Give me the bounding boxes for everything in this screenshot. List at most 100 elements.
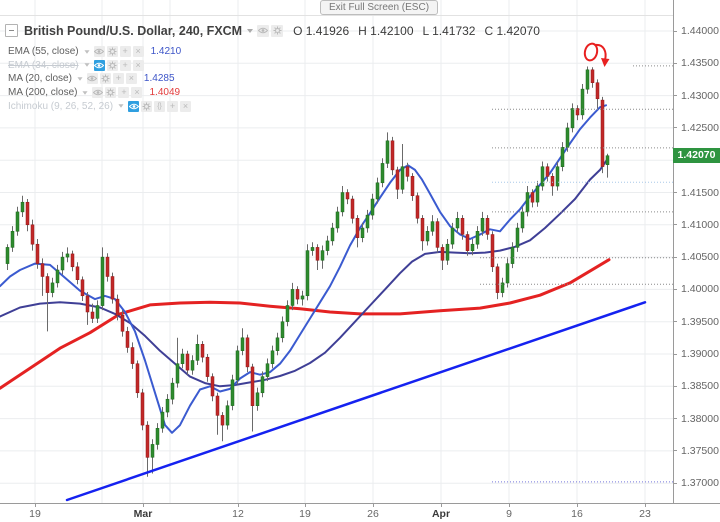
close-icon-button[interactable]: × xyxy=(180,100,192,112)
chart-canvas[interactable] xyxy=(0,0,673,503)
price-tick xyxy=(674,321,677,323)
symbol-header: British Pound/U.S. Dollar, 240, FXCM O 1… xyxy=(5,22,549,39)
gear-icon-button[interactable] xyxy=(106,46,118,58)
exit-fullscreen-tooltip: Exit Full Screen (ESC) xyxy=(320,0,439,15)
indicator-value: 1.4049 xyxy=(149,87,181,99)
price-tick xyxy=(674,30,677,32)
price-tick xyxy=(674,418,677,420)
last-price-label: 1.42070 xyxy=(673,148,720,163)
time-tick-label: 23 xyxy=(639,508,651,520)
candles-layer xyxy=(5,66,610,477)
trendline[interactable] xyxy=(65,301,647,502)
price-tick xyxy=(674,385,677,387)
time-tick xyxy=(645,504,646,507)
ohlc-c: C 1.42070 xyxy=(484,23,540,38)
price-tick-label: 1.44000 xyxy=(681,25,719,37)
time-tick xyxy=(373,504,374,507)
eye-icon-button[interactable] xyxy=(128,100,140,112)
price-tick xyxy=(674,224,677,226)
time-tick-label: 19 xyxy=(299,508,311,520)
gear-icon-button[interactable] xyxy=(106,59,118,71)
eye-icon-button[interactable] xyxy=(86,73,98,85)
legend-row: Ichimoku (9, 26, 52, 26) {} + × xyxy=(8,99,193,113)
ohlc-o: O 1.41926 xyxy=(293,23,350,38)
plus-icon-button[interactable]: + xyxy=(118,87,130,99)
braces-icon-button[interactable]: {} xyxy=(154,100,166,112)
close-icon-button[interactable]: × xyxy=(131,87,143,99)
legend-row: MA (20, close) + × 1.4285 xyxy=(8,72,193,86)
grid-layer xyxy=(0,0,673,503)
chevron-down-icon[interactable] xyxy=(84,50,90,54)
price-tick xyxy=(674,256,677,258)
indicator-value: 1.4210 xyxy=(150,46,182,58)
time-tick xyxy=(577,504,578,507)
legend-row: EMA (55, close) + × 1.4210 xyxy=(8,45,193,59)
price-tick-label: 1.39500 xyxy=(681,315,719,328)
time-tick-label: 16 xyxy=(571,508,583,520)
close-icon-button[interactable]: × xyxy=(132,59,144,71)
price-axis[interactable]: 1.440001.435001.430001.425001.420001.415… xyxy=(673,0,720,503)
price-tick-label: 1.43500 xyxy=(681,57,719,70)
time-tick xyxy=(509,504,510,507)
plus-icon-button[interactable]: + xyxy=(167,100,179,112)
close-icon-button[interactable]: × xyxy=(132,46,144,58)
price-tick xyxy=(674,353,677,355)
sell-annotation xyxy=(583,42,610,67)
ma20-line[interactable] xyxy=(0,104,607,434)
ema55-line[interactable] xyxy=(0,157,609,388)
indicator-legend: EMA (55, close) + × 1.4210 EMA (34, close) + ×… xyxy=(8,45,193,113)
ohlc-h: H 1.42100 xyxy=(358,23,414,38)
time-tick xyxy=(305,504,306,507)
price-tick xyxy=(674,127,677,129)
price-tick xyxy=(674,288,677,290)
time-tick-label: Apr xyxy=(431,508,451,520)
close-icon-button[interactable]: × xyxy=(125,73,137,85)
legend-row: EMA (34, close) + × xyxy=(8,59,193,73)
price-tick-label: 1.42500 xyxy=(681,121,719,134)
plus-icon-button[interactable]: + xyxy=(119,59,131,71)
eye-icon-button[interactable] xyxy=(92,87,104,99)
ma-lines-layer xyxy=(0,104,611,434)
indicator-label: EMA (34, close) xyxy=(8,59,79,71)
price-tick-label: 1.38500 xyxy=(681,380,719,393)
plus-icon-button[interactable]: + xyxy=(119,46,131,58)
time-tick xyxy=(441,504,442,507)
price-tick-label: 1.40000 xyxy=(681,283,719,296)
time-tick-label: 19 xyxy=(29,508,41,520)
time-tick-label: 26 xyxy=(367,508,379,520)
gear-icon-button[interactable] xyxy=(105,87,117,99)
eye-icon-button[interactable] xyxy=(257,24,270,37)
ma200-line[interactable] xyxy=(0,258,611,390)
symbol-title[interactable]: British Pound/U.S. Dollar, 240, FXCM xyxy=(24,23,243,38)
indicator-label: MA (200, close) xyxy=(8,87,78,99)
eye-icon-button[interactable] xyxy=(93,46,105,58)
price-tick-label: 1.37500 xyxy=(681,444,719,457)
chevron-down-icon[interactable] xyxy=(118,104,124,108)
collapse-pane-icon[interactable] xyxy=(5,24,18,37)
indicator-label: Ichimoku (9, 26, 52, 26) xyxy=(8,100,114,112)
gear-icon-button[interactable] xyxy=(99,73,111,85)
chevron-down-icon[interactable] xyxy=(247,28,254,33)
legend-row: MA (200, close) + × 1.4049 xyxy=(8,86,193,100)
time-tick xyxy=(238,504,239,507)
plus-icon-button[interactable]: + xyxy=(112,73,124,85)
chevron-down-icon[interactable] xyxy=(77,77,83,81)
price-tick-label: 1.40500 xyxy=(681,251,719,264)
time-tick xyxy=(143,504,144,507)
gear-icon-button[interactable] xyxy=(141,100,153,112)
chevron-down-icon[interactable] xyxy=(84,63,90,68)
pane-top-border xyxy=(0,15,673,16)
time-axis[interactable]: 19 Mar 12 19 26 Apr 9 16 23 xyxy=(0,503,720,522)
time-tick-label: 12 xyxy=(232,508,244,520)
gear-icon-button[interactable] xyxy=(271,24,284,37)
time-tick xyxy=(35,504,36,507)
eye-icon-button[interactable] xyxy=(93,59,105,71)
indicator-label: MA (20, close) xyxy=(8,73,72,85)
price-tick-label: 1.41000 xyxy=(681,218,719,231)
price-tick xyxy=(674,450,677,452)
indicator-label: EMA (55, close) xyxy=(8,46,79,58)
price-tick-label: 1.43000 xyxy=(681,89,719,102)
chevron-down-icon[interactable] xyxy=(82,90,89,95)
price-tick xyxy=(674,482,677,484)
